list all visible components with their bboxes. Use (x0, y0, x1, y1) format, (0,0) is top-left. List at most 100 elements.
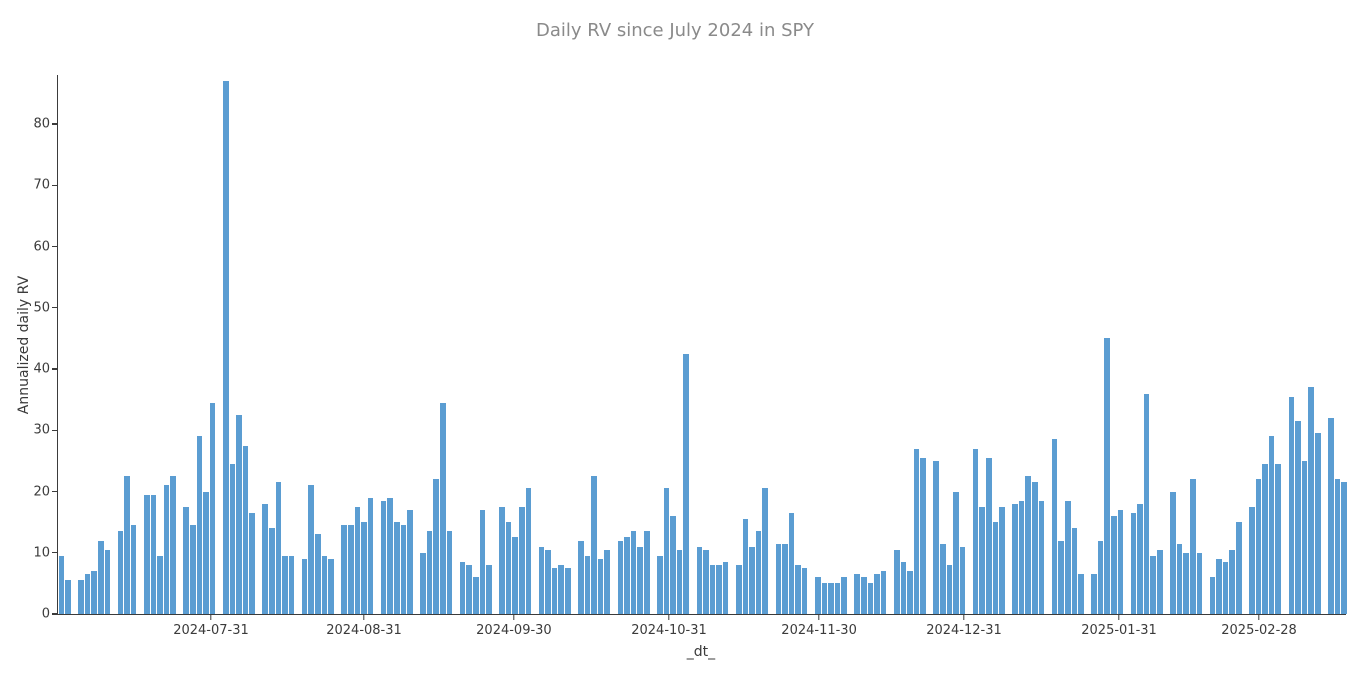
bar (1097, 540, 1104, 614)
bar (275, 482, 282, 614)
bar (1012, 503, 1018, 614)
bar (709, 565, 716, 614)
bar (880, 571, 887, 614)
bar (315, 534, 321, 614)
bar (821, 583, 828, 614)
bar (229, 463, 236, 614)
bar (183, 506, 190, 614)
bar (190, 525, 196, 614)
bar (505, 522, 512, 614)
bar (282, 555, 288, 614)
y-tick-mark (52, 245, 58, 248)
y-tick-label: 0 (41, 606, 50, 622)
bar (696, 546, 703, 614)
bar (144, 494, 150, 614)
x-tick-label: 2024-10-31 (631, 623, 707, 638)
bar (1209, 577, 1216, 614)
bar (117, 531, 124, 614)
bar (913, 448, 920, 614)
bar (736, 565, 742, 614)
bar (242, 445, 249, 614)
bar (236, 414, 242, 614)
bar (578, 540, 584, 614)
bars (58, 75, 1347, 614)
bar (1051, 439, 1058, 614)
bar (946, 565, 953, 614)
bar (999, 506, 1005, 614)
bar (407, 509, 413, 614)
bar (643, 531, 650, 614)
bar (486, 565, 492, 614)
bar (170, 476, 176, 614)
bar (446, 531, 453, 614)
bar (104, 549, 111, 614)
x-tick-mark (668, 614, 670, 620)
bar (1189, 479, 1196, 614)
bar (1308, 387, 1314, 614)
x-tick-mark (210, 614, 212, 620)
bar (1018, 500, 1025, 614)
bar (861, 577, 867, 614)
x-tick-mark (818, 614, 820, 620)
bar (683, 353, 689, 614)
bar (828, 583, 834, 614)
bar (466, 565, 472, 614)
bar (262, 503, 268, 614)
bar (1288, 396, 1295, 614)
y-tick-label: 40 (33, 361, 50, 377)
x-tick-label: 2024-07-31 (173, 623, 249, 638)
bar (91, 571, 97, 614)
bar (762, 488, 768, 614)
bar (630, 531, 637, 614)
bar (854, 574, 861, 614)
bar (1328, 418, 1334, 614)
bar (222, 81, 229, 614)
bar (525, 488, 532, 614)
y-tick-label: 30 (33, 422, 50, 438)
bar (124, 476, 130, 614)
y-tick-mark (52, 613, 58, 615)
bar (663, 488, 670, 614)
bar (1104, 338, 1110, 614)
bar (801, 568, 808, 614)
y-tick-label: 50 (33, 300, 50, 316)
y-axis-title-wrap: Annualized daily RV (14, 75, 34, 614)
bar (209, 402, 216, 614)
x-tick-label: 2024-11-30 (781, 623, 857, 638)
bar (1196, 552, 1203, 614)
bar (716, 565, 722, 614)
bar (249, 512, 255, 614)
bar (479, 509, 486, 614)
bar (1268, 436, 1275, 614)
bar (361, 522, 367, 614)
bar (78, 580, 84, 614)
bar (597, 558, 604, 614)
y-tick-mark (52, 123, 58, 125)
y-tick-mark (52, 184, 58, 186)
bar (617, 540, 624, 614)
bar (1341, 482, 1347, 614)
bar (1222, 561, 1229, 614)
bar (742, 519, 749, 614)
bar (1137, 503, 1143, 614)
bar (328, 558, 334, 614)
bar (1334, 479, 1341, 614)
bar (321, 555, 328, 614)
bar (959, 546, 966, 614)
bar (657, 555, 663, 614)
bar (308, 485, 315, 614)
bar (203, 491, 209, 614)
bar (545, 549, 551, 614)
bar (354, 506, 361, 614)
bar (163, 485, 170, 614)
bar (1229, 549, 1235, 614)
bar (426, 531, 433, 614)
bar (624, 537, 630, 614)
bar (933, 460, 939, 614)
bar (58, 555, 65, 614)
bar (604, 549, 611, 614)
bar (893, 549, 900, 614)
bar (150, 494, 157, 614)
bar (1025, 476, 1032, 614)
